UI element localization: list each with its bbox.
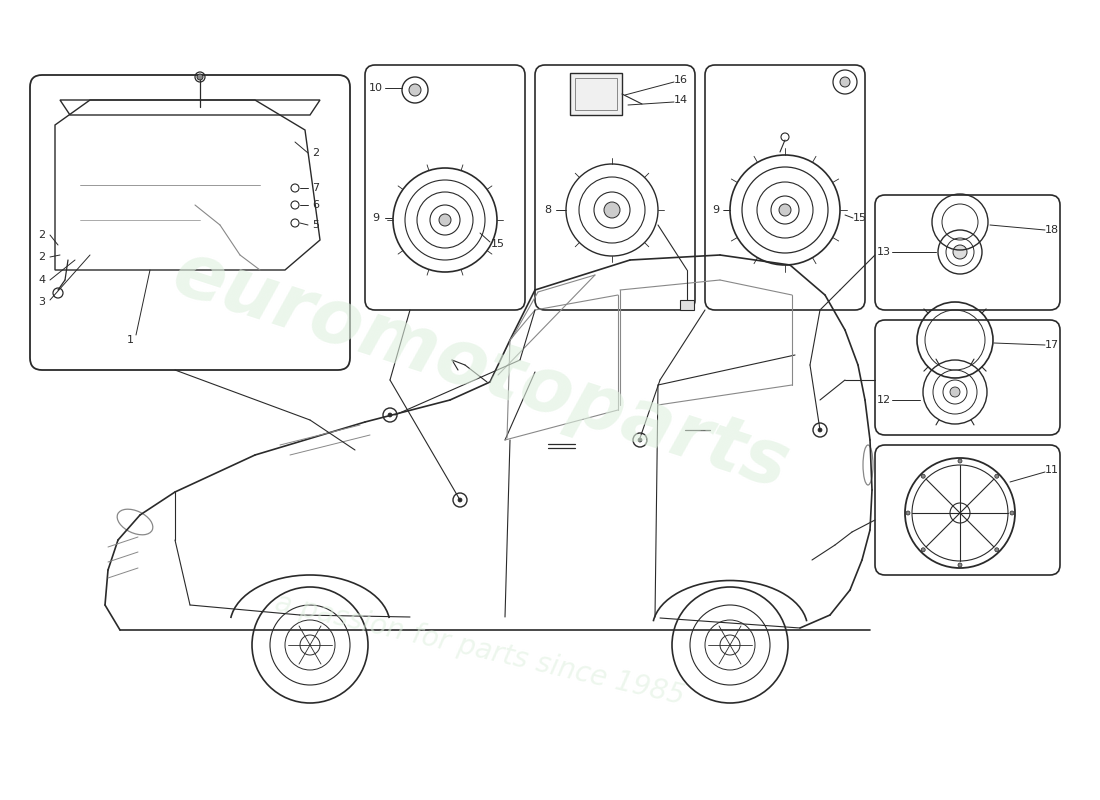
Text: 18: 18 — [1045, 225, 1059, 235]
Circle shape — [840, 77, 850, 87]
FancyBboxPatch shape — [874, 320, 1060, 435]
Circle shape — [958, 459, 962, 463]
Circle shape — [906, 511, 910, 515]
Text: 15: 15 — [491, 239, 505, 249]
Circle shape — [439, 214, 451, 226]
Text: 14: 14 — [674, 95, 689, 105]
Text: 7: 7 — [312, 183, 320, 193]
Circle shape — [638, 438, 642, 442]
Text: 1: 1 — [126, 335, 133, 345]
Text: 4: 4 — [39, 275, 45, 285]
Text: 13: 13 — [877, 247, 891, 257]
FancyBboxPatch shape — [874, 445, 1060, 575]
Text: 5: 5 — [312, 220, 319, 230]
Circle shape — [197, 74, 204, 80]
Text: 15: 15 — [852, 213, 867, 223]
Circle shape — [818, 428, 822, 432]
Circle shape — [458, 498, 462, 502]
Circle shape — [994, 474, 999, 478]
FancyBboxPatch shape — [705, 65, 865, 310]
Bar — [570, 73, 622, 115]
Bar — [575, 78, 617, 110]
FancyBboxPatch shape — [30, 75, 350, 370]
Circle shape — [958, 563, 962, 567]
Text: 8: 8 — [544, 205, 551, 215]
Text: 6: 6 — [312, 200, 319, 210]
Text: euromotoparts: euromotoparts — [163, 235, 797, 505]
Text: 3: 3 — [39, 297, 45, 307]
Circle shape — [388, 413, 392, 417]
Text: 2: 2 — [39, 252, 45, 262]
Text: 11: 11 — [1045, 465, 1059, 475]
Text: 2: 2 — [39, 230, 45, 240]
Text: a passion for parts since 1985: a passion for parts since 1985 — [273, 589, 688, 711]
Circle shape — [950, 503, 970, 523]
Circle shape — [779, 204, 791, 216]
Text: 9: 9 — [713, 205, 719, 215]
Text: 2: 2 — [312, 148, 320, 158]
Text: 9: 9 — [373, 213, 380, 223]
Text: 12: 12 — [877, 395, 891, 405]
Circle shape — [953, 245, 967, 259]
Circle shape — [604, 202, 620, 218]
Bar — [680, 300, 694, 310]
Circle shape — [921, 548, 925, 552]
FancyBboxPatch shape — [365, 65, 525, 310]
Text: 17: 17 — [1045, 340, 1059, 350]
Circle shape — [921, 474, 925, 478]
Circle shape — [994, 548, 999, 552]
Text: 16: 16 — [674, 75, 688, 85]
FancyBboxPatch shape — [874, 195, 1060, 310]
Circle shape — [409, 84, 421, 96]
Circle shape — [950, 387, 960, 397]
FancyBboxPatch shape — [535, 65, 695, 310]
Circle shape — [1010, 511, 1014, 515]
Text: 10: 10 — [368, 83, 383, 93]
